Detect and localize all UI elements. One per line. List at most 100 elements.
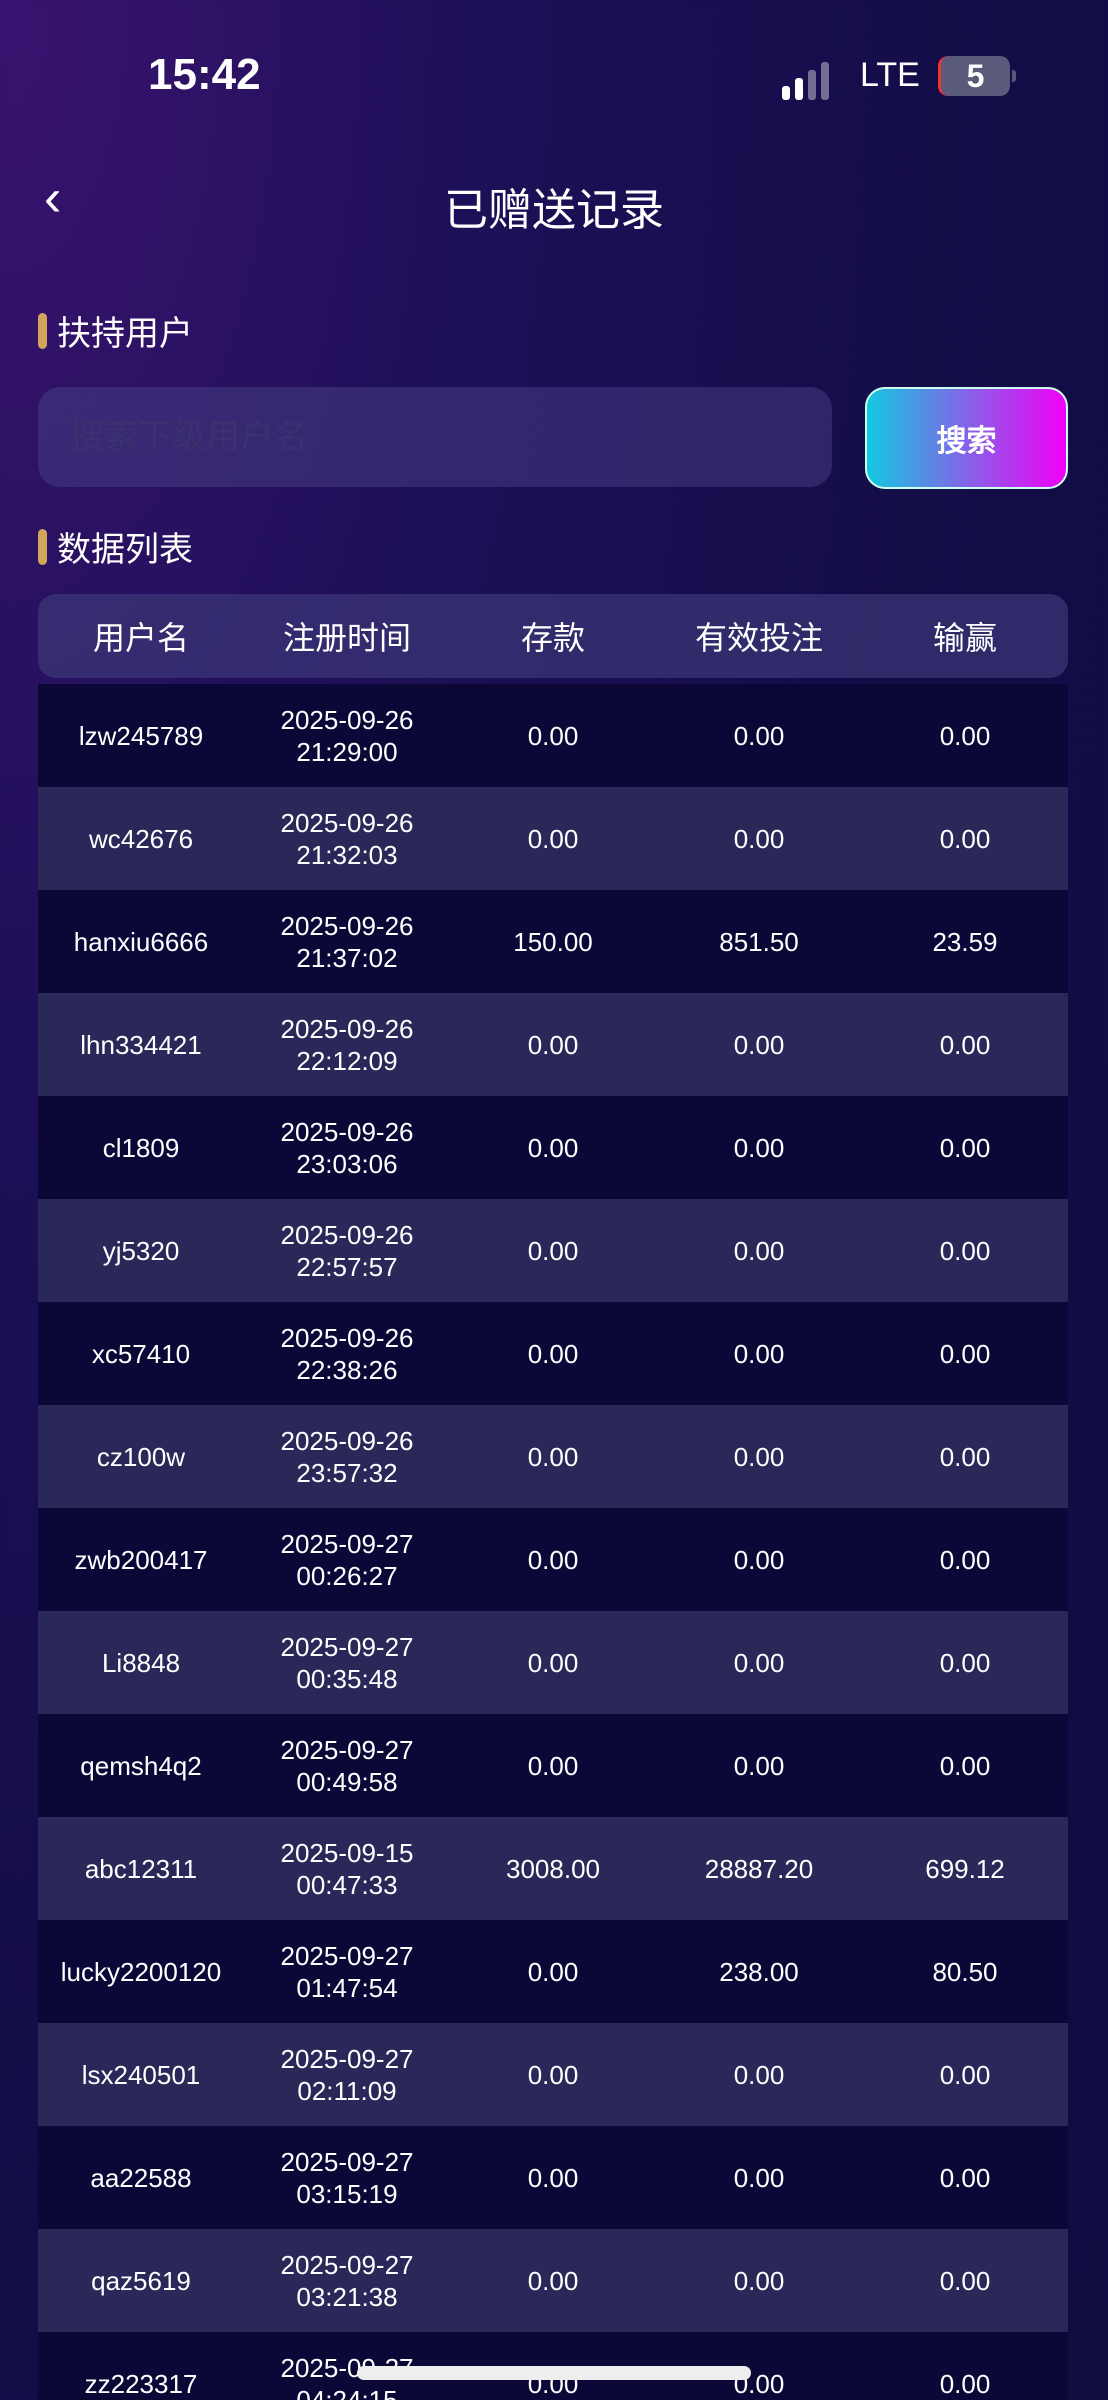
cell-valid-bet: 0.00	[733, 1750, 785, 1781]
cell-win-loss: 0.00	[939, 1235, 991, 1266]
cell-win-loss: 0.00	[939, 1029, 991, 1060]
cell-register-time: 2025-09-26 23:03:06	[244, 1116, 450, 1180]
cell-valid-bet: 0.00	[733, 720, 785, 751]
cell-time: 00:47:33	[296, 1869, 398, 1900]
battery-icon: 5	[938, 56, 1010, 96]
cell-username: cz100w	[96, 1441, 186, 1472]
cell-win-loss: 0.00	[939, 2162, 991, 2193]
cell-username: lucky2200120	[60, 1956, 222, 1987]
back-button[interactable]: ‹	[44, 170, 61, 226]
cell-register-time: 2025-09-26 22:38:26	[244, 1322, 450, 1386]
cell-date: 2025-09-27	[280, 1734, 414, 1765]
cell-date: 2025-09-26	[280, 1013, 414, 1044]
cell-win-loss: 0.00	[939, 1750, 991, 1781]
cell-deposit: 0.00	[527, 1235, 579, 1266]
cell-deposit: 0.00	[527, 1956, 579, 1987]
cell-win-loss: 0.00	[939, 720, 991, 751]
table-row: lhn334421 2025-09-26 22:12:09 0.00 0.00 0…	[38, 993, 1068, 1096]
cell-username: zz223317	[84, 2368, 198, 2399]
cell-win-loss: 0.00	[939, 823, 991, 854]
header-register-time: 注册时间	[282, 620, 411, 656]
section-label: 扶持用户	[57, 315, 193, 353]
cell-valid-bet: 0.00	[733, 1441, 785, 1472]
cell-win-loss: 699.12	[925, 1853, 1005, 1884]
cell-valid-bet: 0.00	[733, 823, 785, 854]
cell-time: 23:57:32	[296, 1457, 398, 1488]
cell-deposit: 3008.00	[506, 1853, 600, 1884]
cell-time: 00:35:48	[296, 1663, 398, 1694]
cell-deposit: 0.00	[527, 2162, 579, 2193]
cell-register-time: 2025-09-27 00:26:27	[244, 1528, 450, 1592]
cell-date: 2025-09-27	[280, 1940, 414, 1971]
cell-date: 2025-09-27	[280, 2249, 414, 2280]
cell-valid-bet: 0.00	[733, 1544, 785, 1575]
cell-win-loss: 0.00	[939, 2265, 991, 2296]
cell-win-loss: 0.00	[939, 2059, 991, 2090]
cell-date: 2025-09-26	[280, 910, 414, 941]
cell-register-time: 2025-09-27 03:21:38	[244, 2249, 450, 2313]
table-row: Li8848 2025-09-27 00:35:48 0.00 0.00 0.00	[38, 1611, 1068, 1714]
table-row: aa22588 2025-09-27 03:15:19 0.00 0.00 0.0…	[38, 2126, 1068, 2229]
section-label: 数据列表	[57, 531, 193, 569]
cell-register-time: 2025-09-26 21:29:00	[244, 704, 450, 768]
cell-time: 21:32:03	[296, 839, 398, 870]
cell-register-time: 2025-09-26 21:32:03	[244, 807, 450, 871]
table-row: qaz5619 2025-09-27 03:21:38 0.00 0.00 0.0…	[38, 2229, 1068, 2332]
cell-valid-bet: 0.00	[733, 1647, 785, 1678]
cell-username: lsx240501	[81, 2059, 201, 2090]
cell-win-loss: 0.00	[939, 1647, 991, 1678]
cell-valid-bet: 0.00	[733, 1235, 785, 1266]
table-row: hanxiu6666 2025-09-26 21:37:02 150.00 851…	[38, 890, 1068, 993]
cell-date: 2025-09-27	[280, 2043, 414, 2074]
cell-register-time: 2025-09-27 00:49:58	[244, 1734, 450, 1798]
table-row: yj5320 2025-09-26 22:57:57 0.00 0.00 0.00	[38, 1199, 1068, 1302]
chevron-left-icon: ‹	[44, 169, 62, 227]
cell-time: 00:26:27	[296, 1560, 398, 1591]
cell-win-loss: 0.00	[939, 1338, 991, 1369]
cell-win-loss: 0.00	[939, 1132, 991, 1163]
table-row: zwb200417 2025-09-27 00:26:27 0.00 0.00 0…	[38, 1508, 1068, 1611]
cell-date: 2025-09-27	[280, 2146, 414, 2177]
cell-username: xc57410	[91, 1338, 191, 1369]
cell-win-loss: 0.00	[939, 2368, 991, 2399]
cell-time: 22:38:26	[296, 1354, 398, 1385]
cell-username: yj5320	[102, 1235, 180, 1266]
cell-win-loss: 0.00	[939, 1441, 991, 1472]
cell-deposit: 0.00	[527, 1750, 579, 1781]
signal-icon	[782, 62, 829, 100]
section-data-list: 数据列表	[38, 522, 193, 571]
cell-valid-bet: 0.00	[733, 2162, 785, 2193]
cell-date: 2025-09-26	[280, 1219, 414, 1250]
cell-register-time: 2025-09-15 00:47:33	[244, 1837, 450, 1901]
section-marker	[38, 528, 47, 565]
table-header: 用户名 注册时间 存款 有效投注 输赢	[38, 594, 1068, 678]
cell-valid-bet: 0.00	[733, 1338, 785, 1369]
cell-time: 03:21:38	[296, 2281, 398, 2312]
cell-time: 02:11:09	[297, 2075, 397, 2106]
status-bar: 15:42 LTE 5	[0, 50, 1108, 110]
search-input[interactable]	[38, 387, 832, 487]
header-deposit: 存款	[520, 620, 585, 656]
section-support-users: 扶持用户	[38, 306, 193, 355]
cell-valid-bet: 851.50	[719, 926, 799, 957]
header-valid-bet: 有效投注	[694, 620, 823, 656]
cell-date: 2025-09-26	[280, 1116, 414, 1147]
home-indicator[interactable]	[357, 2366, 751, 2380]
cell-time: 04:24:15	[296, 2384, 398, 2400]
cell-date: 2025-09-26	[280, 807, 414, 838]
page-title: 已赠送记录	[444, 186, 664, 235]
cell-valid-bet: 0.00	[733, 1029, 785, 1060]
cell-register-time: 2025-09-27 01:47:54	[244, 1940, 450, 2004]
cell-time: 00:49:58	[296, 1766, 398, 1797]
cell-date: 2025-09-27	[280, 1528, 414, 1559]
cell-win-loss: 0.00	[939, 1544, 991, 1575]
cell-username: wc42676	[88, 823, 194, 854]
clock: 15:42	[148, 50, 261, 99]
cell-time: 22:57:57	[296, 1251, 398, 1282]
search-button[interactable]: 搜索	[865, 387, 1068, 489]
cell-username: zwb200417	[74, 1544, 208, 1575]
table-body: lzw245789 2025-09-26 21:29:00 0.00 0.00 0…	[38, 684, 1068, 2400]
table-row: lucky2200120 2025-09-27 01:47:54 0.00 238…	[38, 1920, 1068, 2023]
cell-username: lhn334421	[80, 1029, 202, 1060]
cell-time: 03:15:19	[296, 2178, 398, 2209]
